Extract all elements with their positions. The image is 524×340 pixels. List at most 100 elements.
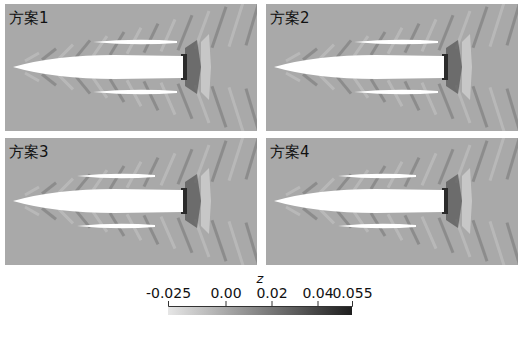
tick: -0.025 xyxy=(146,285,191,306)
side-hull xyxy=(77,224,155,229)
wave-field xyxy=(5,4,257,131)
wake-streak xyxy=(490,221,504,265)
wake-streak xyxy=(229,221,243,265)
colorbar-axis-line xyxy=(169,301,353,307)
wake-streak xyxy=(93,212,107,232)
wake-streak xyxy=(405,215,419,244)
wake-streak xyxy=(144,81,158,110)
wake-streak xyxy=(144,158,158,187)
colorbar-title: z xyxy=(256,271,265,286)
side-hull xyxy=(354,90,438,95)
wake-streak xyxy=(161,217,175,249)
field-background xyxy=(5,4,257,131)
tick: 0.02 xyxy=(256,285,287,306)
wake-streak xyxy=(59,75,73,89)
tick-mark xyxy=(318,301,319,306)
wake-streak xyxy=(354,36,368,56)
wake-streak xyxy=(42,183,56,194)
wake-streak xyxy=(320,45,334,59)
wake-streak xyxy=(507,138,518,179)
wake-streak xyxy=(246,223,257,265)
side-hull xyxy=(77,174,155,179)
wake-streak xyxy=(286,207,300,215)
colorbar xyxy=(168,306,352,315)
wake-streak xyxy=(76,40,90,57)
wake-streak xyxy=(229,138,243,181)
wake-streak xyxy=(473,7,487,48)
wake-streak xyxy=(473,220,487,261)
wake-streak xyxy=(42,208,56,219)
wake-streak xyxy=(354,170,368,190)
wake-streak xyxy=(490,4,504,47)
stern-trough xyxy=(201,168,211,234)
panel-label: 方案3 xyxy=(9,143,49,161)
wake-streak xyxy=(93,36,107,56)
panel: 方案1 xyxy=(5,0,260,136)
wake-streak xyxy=(303,183,317,194)
panel: 方案2 xyxy=(266,0,521,136)
panel-label: 方案1 xyxy=(9,9,49,27)
tick-label: 0.055 xyxy=(332,285,372,301)
wave-field xyxy=(266,4,518,131)
wake-streak xyxy=(161,153,175,185)
wake-streak xyxy=(246,4,257,45)
side-hull xyxy=(338,174,416,179)
wake-streak xyxy=(59,45,73,59)
wake-streak xyxy=(320,179,334,193)
main-hull xyxy=(274,189,444,213)
tick: 0.04 xyxy=(302,285,333,306)
tick: 0.00 xyxy=(210,285,241,306)
stern-wave xyxy=(185,40,201,94)
wake-streak xyxy=(161,19,175,51)
main-hull xyxy=(13,189,183,213)
wake-streak xyxy=(59,209,73,223)
wake-streak xyxy=(286,187,300,195)
wake-streak xyxy=(354,78,368,98)
panel-label: 方案4 xyxy=(270,143,310,161)
wake-streak xyxy=(25,187,39,195)
stern-trough xyxy=(462,168,472,234)
wake-streak xyxy=(144,215,158,244)
wave-field xyxy=(266,138,518,265)
tick: 0.055 xyxy=(332,285,372,306)
wake-streak xyxy=(93,170,107,190)
field-background xyxy=(266,4,518,131)
side-hull xyxy=(338,224,416,229)
wake-streak xyxy=(229,4,243,47)
tick-label: -0.025 xyxy=(146,285,191,301)
tick-mark xyxy=(352,301,353,306)
wake-streak xyxy=(422,153,436,185)
main-hull xyxy=(13,55,183,79)
stern-wave xyxy=(446,174,462,228)
wake-streak xyxy=(303,74,317,85)
tick-mark xyxy=(226,301,227,306)
wake-streak xyxy=(42,49,56,60)
panel-label: 方案2 xyxy=(270,9,310,27)
wake-streak xyxy=(59,179,73,193)
wake-streak xyxy=(212,86,226,127)
stern-wave xyxy=(185,174,201,228)
wake-streak xyxy=(93,78,107,98)
wake-streak xyxy=(144,24,158,53)
tick-label: 0.00 xyxy=(210,285,241,301)
wake-streak xyxy=(161,83,175,115)
wake-streak xyxy=(405,24,419,53)
wake-streak xyxy=(246,138,257,179)
main-hull xyxy=(274,55,444,79)
wake-streak xyxy=(212,141,226,182)
wake-streak xyxy=(25,207,39,215)
tick-mark xyxy=(272,301,273,306)
wake-streak xyxy=(25,73,39,81)
wave-field xyxy=(5,138,257,265)
tick-label: 0.02 xyxy=(256,285,287,301)
wake-streak xyxy=(212,220,226,261)
tick-label: 0.04 xyxy=(302,285,333,301)
panel: 方案4 xyxy=(266,132,521,269)
wake-streak xyxy=(286,73,300,81)
wake-streak xyxy=(76,77,90,94)
panel: 方案3 xyxy=(5,132,260,269)
wake-streak xyxy=(473,141,487,182)
wake-streak xyxy=(320,75,334,89)
figure: 方案1 方案2 方案3 方案4 -0.025 0.00 0.02 0.040.055 z xyxy=(0,0,524,340)
stern-wave xyxy=(446,40,462,94)
